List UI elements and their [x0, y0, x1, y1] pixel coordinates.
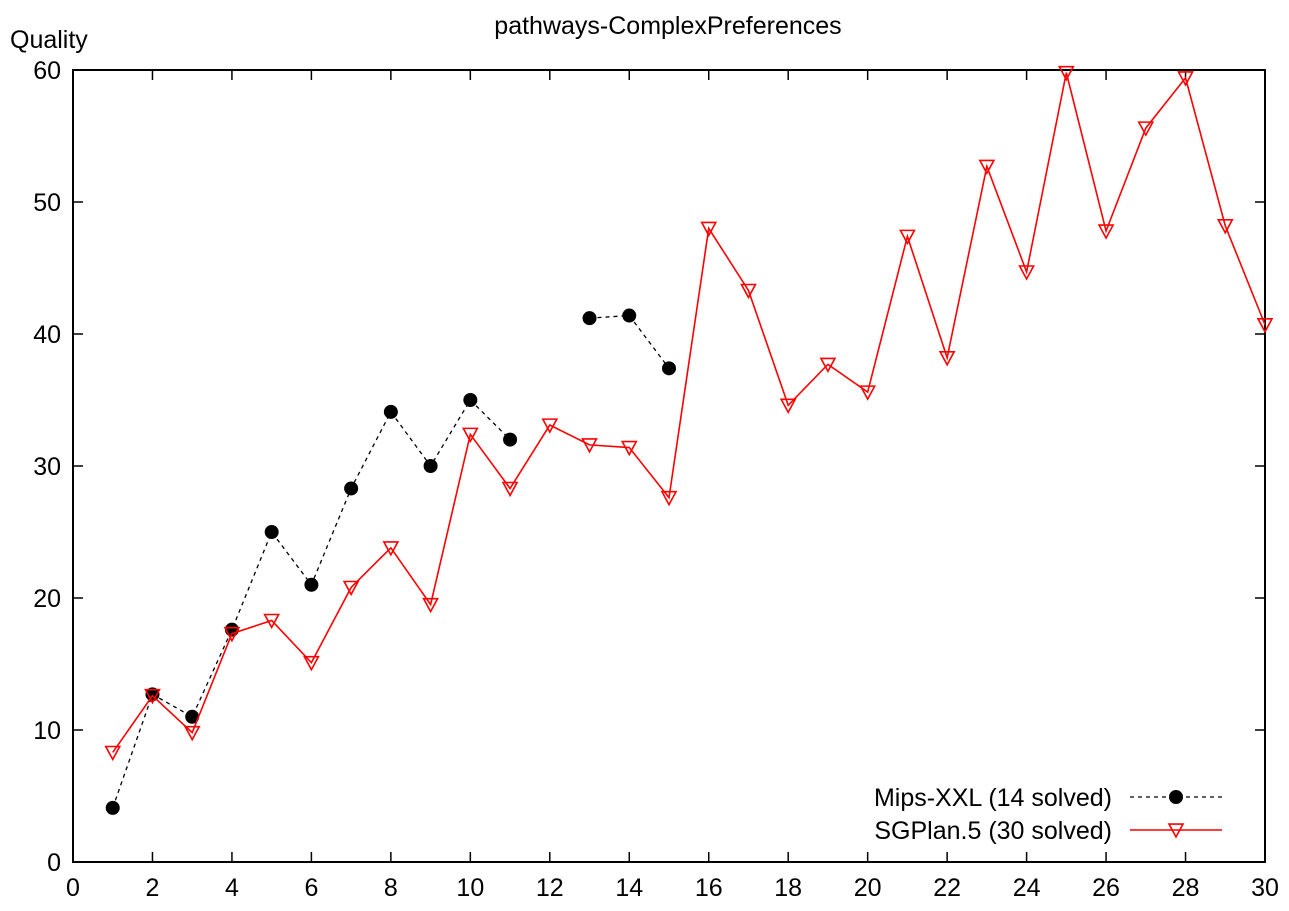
- data-point: [581, 438, 598, 454]
- data-point: [620, 440, 638, 457]
- data-point: [1018, 265, 1035, 281]
- x-tick-label: 28: [1172, 874, 1200, 902]
- data-point: [1097, 224, 1115, 240]
- data-point: [105, 800, 120, 815]
- x-tick-label: 4: [225, 874, 239, 902]
- y-tick-label: 30: [33, 453, 61, 481]
- series-line: [589, 314, 670, 369]
- series-1: [104, 65, 1274, 762]
- data-point: [1256, 318, 1274, 334]
- data-point: [303, 655, 320, 672]
- x-tick-label: 6: [304, 874, 318, 902]
- y-tick-label: 40: [33, 321, 61, 349]
- data-point: [144, 688, 161, 705]
- x-tick-label: 12: [536, 874, 564, 902]
- y-tick-label: 10: [33, 717, 61, 745]
- legend: Mips-XXL (14 solved) SGPlan.5 (30 solved): [874, 784, 1222, 845]
- data-point: [223, 626, 241, 643]
- y-tick-label: 0: [47, 849, 61, 877]
- x-tick-label: 22: [933, 874, 961, 902]
- legend-marker: [1167, 823, 1185, 839]
- data-point: [382, 541, 400, 557]
- data-point: [662, 361, 676, 376]
- data-point: [264, 525, 279, 539]
- data-point: [503, 432, 518, 447]
- x-tick-label: 20: [854, 874, 882, 902]
- data-point: [700, 221, 718, 238]
- data-point: [104, 745, 122, 762]
- series-line: [112, 72, 1266, 753]
- y-tick-label: 50: [33, 189, 61, 217]
- x-tick-label: 24: [1013, 874, 1041, 902]
- x-tick-label: 30: [1251, 874, 1279, 902]
- data-point: [1137, 121, 1155, 137]
- data-point: [978, 159, 996, 176]
- x-tick-label: 26: [1092, 874, 1120, 902]
- data-point: [660, 490, 678, 507]
- data-point: [819, 357, 837, 374]
- legend-marker: [1169, 790, 1183, 804]
- x-tick-label: 8: [384, 874, 398, 902]
- series-layer: [104, 65, 1274, 815]
- y-tick-label: 60: [33, 57, 61, 85]
- data-point: [1177, 71, 1194, 87]
- data-point: [541, 418, 559, 434]
- data-point: [422, 597, 439, 614]
- series-line: [112, 398, 511, 809]
- data-point: [183, 725, 201, 742]
- chart-title: pathways-ComplexPreferences: [494, 12, 841, 40]
- y-axis-label: Quality: [10, 26, 88, 54]
- plot-frame: [72, 69, 1266, 863]
- legend-label: Mips-XXL (14 solved): [874, 784, 1112, 812]
- data-point: [582, 311, 597, 326]
- data-point: [342, 580, 360, 597]
- x-tick-label: 10: [456, 874, 484, 902]
- data-point: [501, 481, 519, 498]
- x-tick-label: 2: [146, 874, 160, 902]
- data-point: [899, 229, 916, 246]
- x-tick-label: 16: [695, 874, 723, 902]
- data-point: [383, 404, 398, 419]
- data-point: [622, 308, 637, 323]
- data-point: [779, 398, 797, 414]
- legend-label: SGPlan.5 (30 solved): [874, 817, 1112, 845]
- data-point: [1216, 219, 1234, 235]
- series-0: [105, 308, 676, 815]
- data-point: [859, 385, 877, 401]
- y-tick-label: 20: [33, 585, 61, 613]
- data-point: [938, 351, 956, 367]
- data-point: [304, 577, 319, 592]
- x-tick-label: 18: [774, 874, 802, 902]
- x-tick-label: 0: [66, 874, 80, 902]
- x-tick-label: 14: [615, 874, 643, 902]
- data-point: [740, 283, 757, 300]
- data-point: [344, 481, 359, 496]
- data-point: [263, 613, 281, 630]
- data-point: [461, 427, 479, 444]
- data-point: [463, 393, 478, 407]
- data-point: [423, 459, 438, 473]
- data-point: [1057, 65, 1075, 82]
